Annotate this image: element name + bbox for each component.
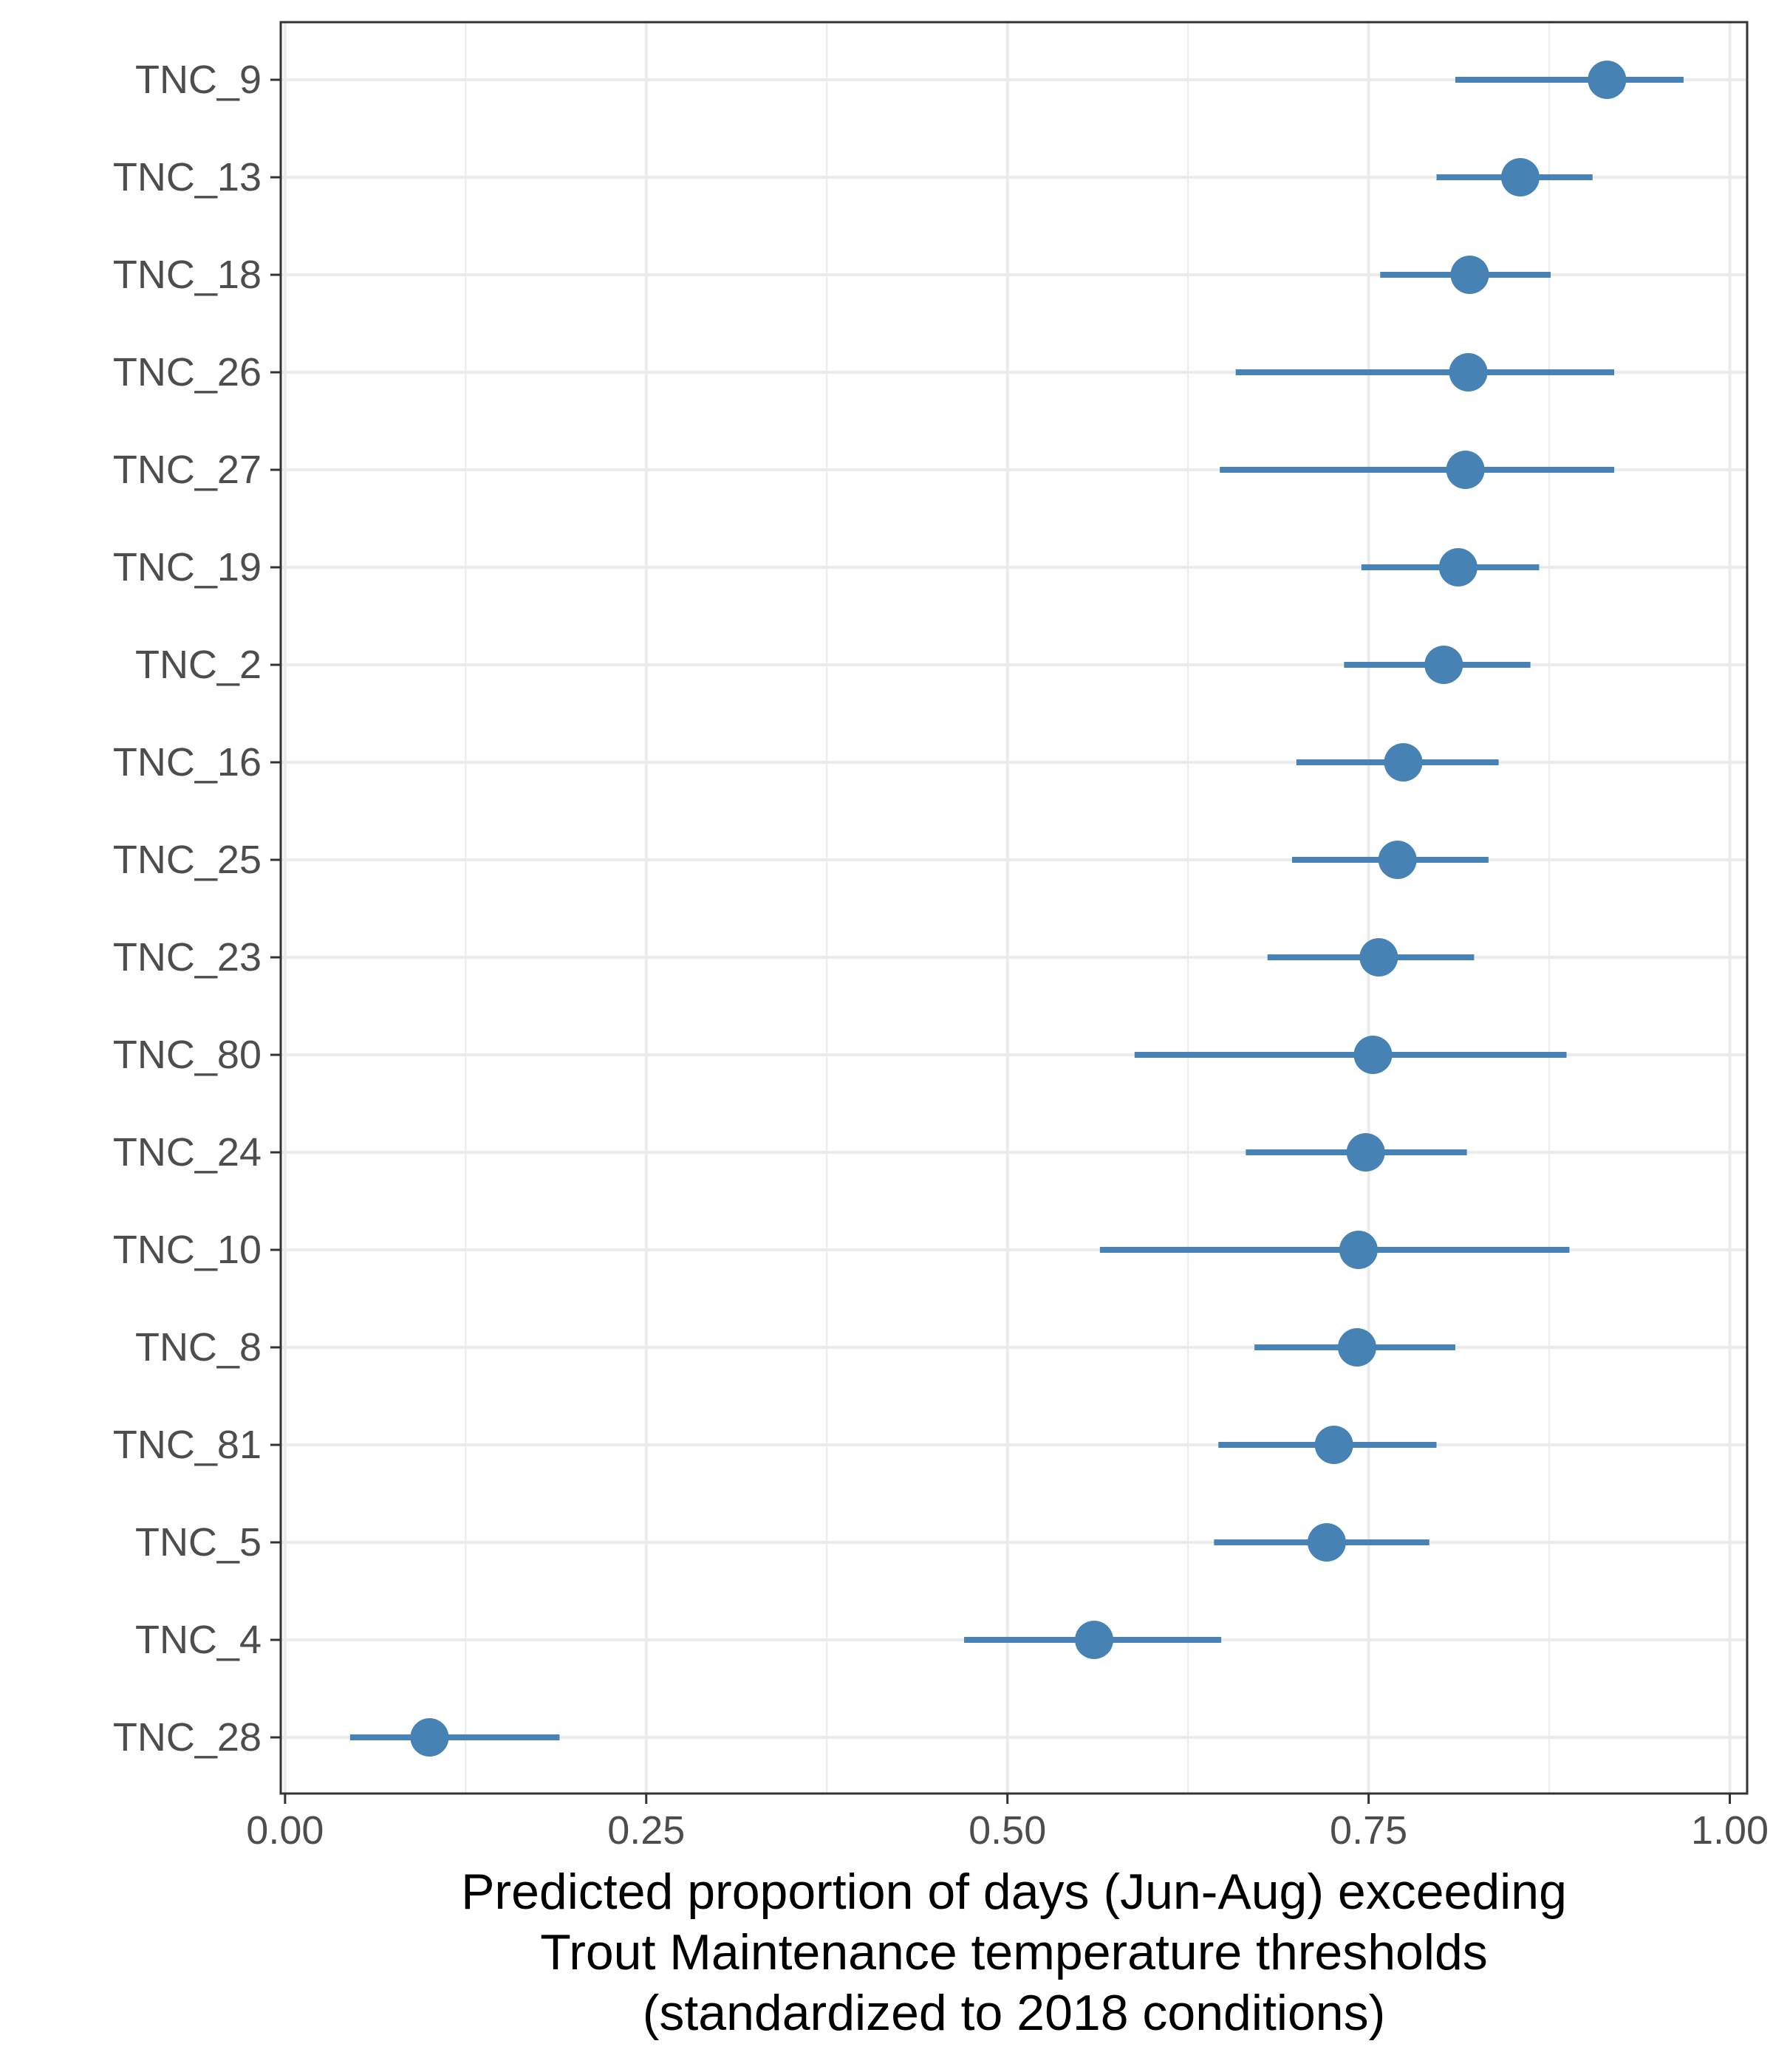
y-tick-label: TNC_16 [113, 740, 262, 784]
estimate-points [410, 61, 1627, 1757]
estimate-point [1346, 1133, 1385, 1172]
x-axis-title-line: (standardized to 2018 conditions) [643, 1985, 1386, 2041]
y-tick-label: TNC_10 [113, 1228, 262, 1272]
x-axis-title-line: Predicted proportion of days (Jun-Aug) e… [461, 1864, 1567, 1920]
estimate-point [1384, 743, 1423, 782]
y-tick-label: TNC_5 [135, 1520, 262, 1565]
estimate-point [1446, 451, 1485, 489]
estimate-point [1359, 938, 1398, 977]
y-tick-label: TNC_4 [135, 1618, 262, 1662]
y-tick-label: TNC_18 [113, 253, 262, 297]
y-tick-label: TNC_28 [113, 1715, 262, 1760]
x-axis-title: Predicted proportion of days (Jun-Aug) e… [461, 1864, 1567, 2041]
y-tick-label: TNC_26 [113, 350, 262, 394]
estimate-point [1353, 1036, 1393, 1074]
x-tick-label: 0.25 [607, 1808, 685, 1853]
estimate-point [1337, 1328, 1376, 1367]
x-tick-label: 1.00 [1691, 1808, 1769, 1853]
estimate-point [1500, 158, 1540, 196]
estimate-point [410, 1718, 449, 1757]
estimate-point [1588, 61, 1627, 99]
estimate-point [1378, 841, 1417, 879]
y-tick-label: TNC_25 [113, 838, 262, 882]
y-tick-label: TNC_8 [135, 1325, 262, 1370]
x-tick-label: 0.00 [246, 1808, 324, 1853]
y-tick-label: TNC_2 [135, 643, 262, 687]
x-axis: 0.00 0.25 0.50 0.75 1.00 [246, 1794, 1769, 1853]
x-tick-label: 0.50 [969, 1808, 1046, 1853]
estimate-point [1307, 1523, 1346, 1562]
estimate-point [1438, 548, 1478, 587]
panel-border [279, 21, 1749, 1795]
y-tick-label: TNC_19 [113, 545, 262, 589]
x-axis-title-line: Trout Maintenance temperature thresholds [540, 1924, 1488, 1980]
estimate-point [1314, 1426, 1353, 1464]
estimate-point [1449, 353, 1488, 392]
y-tick-label: TNC_23 [113, 935, 262, 979]
y-tick-label: TNC_81 [113, 1423, 262, 1467]
y-tick-label: TNC_80 [113, 1033, 262, 1077]
y-tick-label: TNC_9 [135, 58, 262, 102]
y-axis: TNC_9 TNC_13 TNC_18 TNC_26 TNC_27 TNC_19 TNC_2… [113, 58, 281, 1760]
estimate-point [1075, 1621, 1114, 1659]
y-tick-label: TNC_24 [113, 1130, 262, 1175]
estimate-point [1450, 256, 1489, 294]
x-tick-label: 0.75 [1330, 1808, 1407, 1853]
estimate-point [1339, 1231, 1378, 1269]
y-tick-label: TNC_27 [113, 448, 262, 492]
error-bars [349, 77, 1684, 1740]
y-tick-label: TNC_13 [113, 155, 262, 199]
minor-gridlines [465, 22, 1551, 1794]
estimate-point [1424, 646, 1463, 684]
